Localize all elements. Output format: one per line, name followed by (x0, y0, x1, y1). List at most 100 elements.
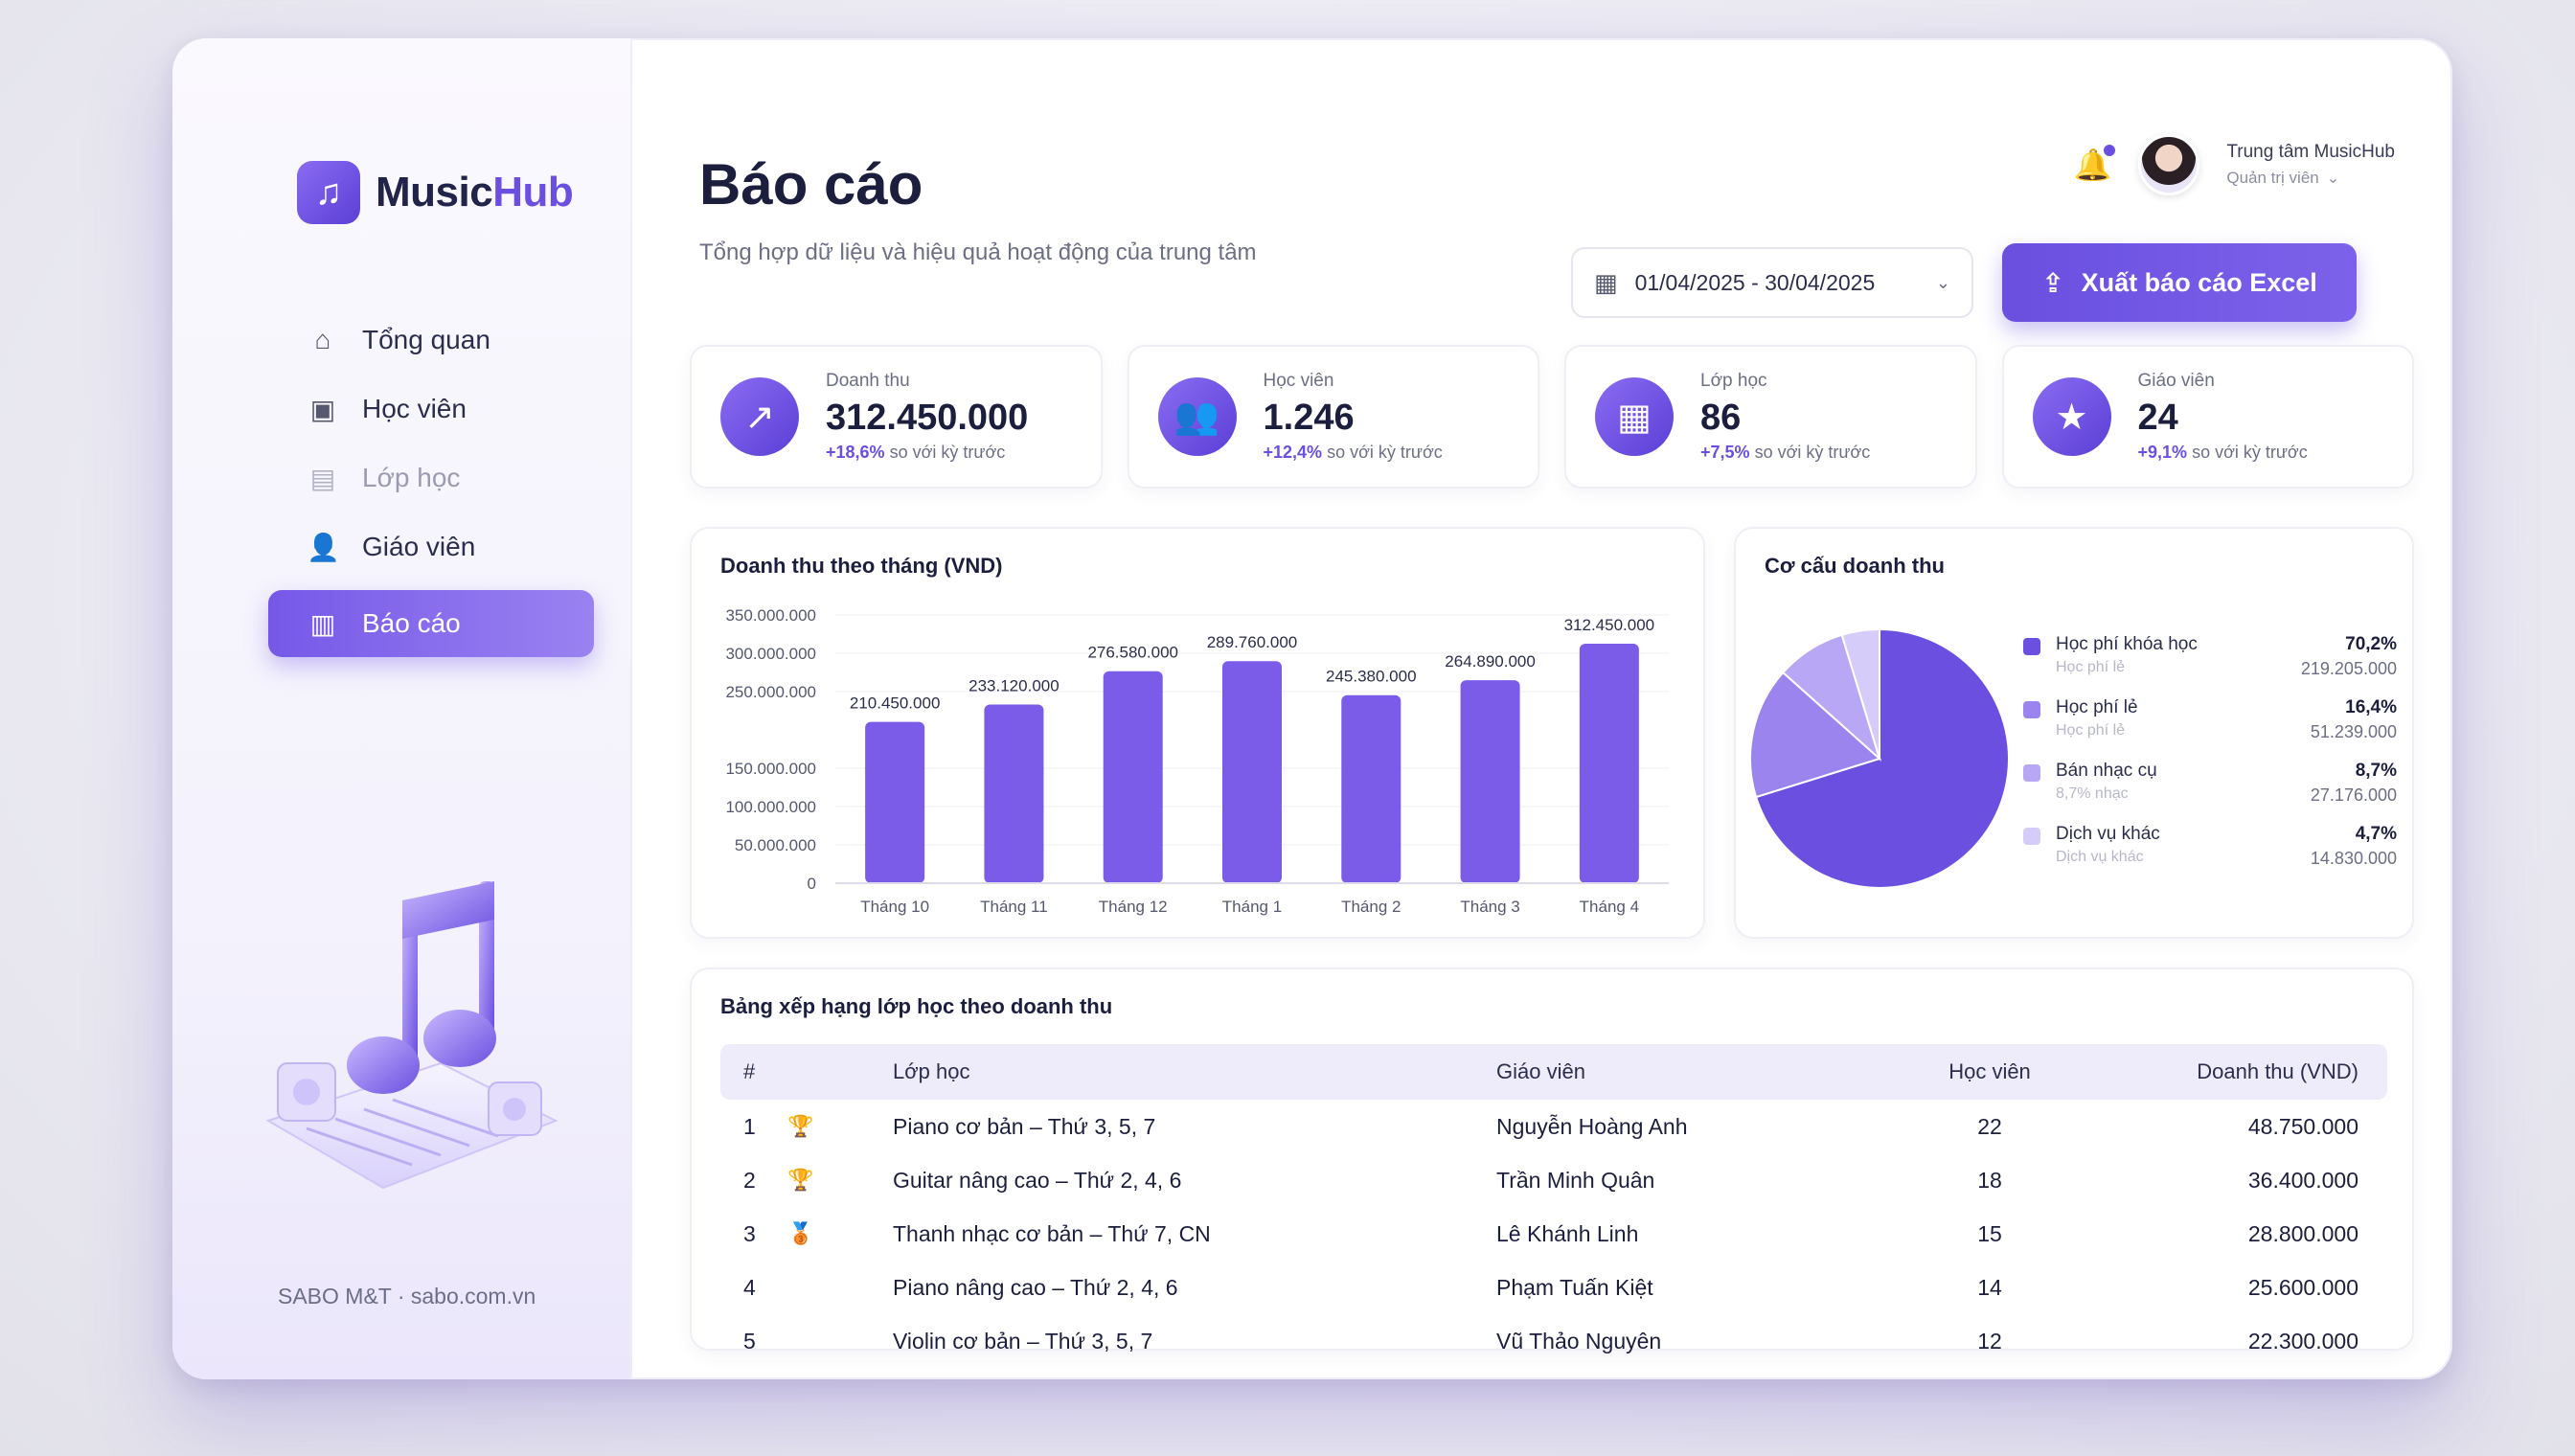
sidebar-nav: ⌂ Tổng quan ▣ Học viên ▤ Lớp học 👤 Giáo … (268, 307, 594, 659)
bell-icon[interactable]: 🔔 (2074, 145, 2116, 183)
kpi-value: 86 (1700, 398, 1742, 438)
legend-pct: 4,7% (2355, 824, 2397, 844)
row-revenue: 28.800.000 (2247, 1220, 2359, 1246)
legend-swatch (2023, 638, 2040, 655)
kpi-delta: +12,4% so với kỳ trước (1263, 443, 1443, 462)
table-row[interactable]: 2 🏆 Guitar nâng cao – Thứ 2, 4, 6 Trần Minh… (720, 1153, 2387, 1207)
date-range-picker[interactable]: ▦ 01/04/2025 - 30/04/2025 ⌄ (1571, 247, 1973, 318)
bar (1222, 661, 1282, 883)
user-role: Quản trị viên ⌄ (2226, 169, 2340, 187)
export-excel-button[interactable]: ⇪ Xuất báo cáo Excel (2002, 243, 2357, 322)
row-teacher: Trần Minh Quân (1496, 1167, 1655, 1193)
sidebar-item-reports[interactable]: ▥ Báo cáo (268, 590, 594, 657)
legend-amount: 14.830.000 (2310, 849, 2397, 868)
y-tick-label: 0 (808, 875, 816, 893)
legend-name: Học phí lẻ (2056, 697, 2138, 717)
pie-slice[interactable] (1749, 671, 1881, 799)
row-students: 22 (1977, 1113, 2002, 1139)
bar (1579, 644, 1639, 883)
legend-sub: Học phí lẻ (2056, 659, 2126, 675)
kpi-label: Doanh thu (826, 371, 910, 391)
table-row[interactable]: 3 🥉 Thanh nhạc cơ bản – Thứ 7, CN Lê Khánh … (720, 1207, 2387, 1261)
bar-value-label: 233.120.000 (968, 677, 1060, 695)
pie-slice[interactable] (1754, 627, 2010, 889)
table-title: Bảng xếp hạng lớp học theo doanh thu (720, 994, 1113, 1018)
ranking-table: # Lớp học Giáo viên Học viên Doanh thu (… (720, 1044, 2387, 1368)
legend-item[interactable]: Học phí lẻ Học phí lẻ 16,4% 51.239.000 (2023, 697, 2397, 761)
table-row[interactable]: 1 🏆 Piano cơ bản – Thứ 3, 5, 7 Nguyễn Hoàng… (720, 1100, 2387, 1153)
legend-item[interactable]: Dịch vụ khác Dịch vụ khác 4,7% 14.830.000 (2023, 824, 2397, 887)
date-range-value: 01/04/2025 - 30/04/2025 (1634, 269, 1876, 295)
table-row[interactable]: 5 Violin cơ bản – Thứ 3, 5, 7 Vũ Thảo Nguy… (720, 1314, 2387, 1368)
chart-title: Doanh thu theo tháng (VND) (720, 554, 1003, 578)
row-teacher: Vũ Thảo Nguyên (1496, 1328, 1662, 1354)
chevron-down-icon: ⌄ (1935, 272, 1950, 292)
col-rank[interactable]: # (743, 1059, 756, 1083)
table-row[interactable]: 4 Piano nâng cao – Thứ 2, 4, 6 Phạm Tuấn K… (720, 1261, 2387, 1314)
students-icon: ▣ (309, 394, 336, 424)
user-name: Trung tâm MusicHub (2226, 142, 2395, 162)
sidebar: ♫ MusicHub ⌂ Tổng quan ▣ Học viên ▤ Lớp … (172, 38, 632, 1379)
row-rank: 1 (743, 1113, 756, 1139)
kpi-card-students: 👥 Học viên 1.246 +12,4% so với kỳ trước (1127, 345, 1539, 489)
legend-sub: Học phí lẻ (2056, 722, 2126, 739)
user-menu[interactable]: Trung tâm MusicHub Quản trị viên ⌄ (2226, 142, 2395, 188)
sidebar-item-students[interactable]: ▣ Học viên (268, 375, 594, 443)
app-window: ♫ MusicHub ⌂ Tổng quan ▣ Học viên ▤ Lớp … (172, 38, 2452, 1379)
bar-value-label: 264.890.000 (1445, 652, 1536, 671)
kpi-label: Học viên (1263, 371, 1334, 391)
bar-value-label: 312.450.000 (1564, 616, 1655, 634)
row-class: Piano cơ bản – Thứ 3, 5, 7 (893, 1113, 1156, 1139)
legend-sub: Dịch vụ khác (2056, 849, 2144, 865)
brand-logo[interactable]: ♫ MusicHub (297, 161, 574, 224)
legend-name: Dịch vụ khác (2056, 824, 2160, 844)
sidebar-item-classes[interactable]: ▤ Lớp học (268, 444, 594, 512)
ranking-table-panel: Bảng xếp hạng lớp học theo doanh thu # L… (690, 967, 2414, 1354)
row-revenue: 48.750.000 (2247, 1113, 2359, 1139)
calendar-icon: ▦ (1594, 267, 1618, 297)
pie-legend: Học phí khóa học Học phí lẻ 70,2% 219.205.0… (2023, 634, 2397, 887)
sidebar-item-overview[interactable]: ⌂ Tổng quan (268, 307, 594, 374)
col-class[interactable]: Lớp học (893, 1059, 970, 1083)
row-revenue: 22.300.000 (2247, 1328, 2359, 1354)
x-tick-label: Tháng 10 (860, 898, 929, 916)
pie-slice[interactable] (1840, 627, 1880, 760)
classroom-icon: ▤ (309, 463, 336, 493)
col-students[interactable]: Học viên (1948, 1059, 2031, 1083)
legend-item[interactable]: Học phí khóa học Học phí lẻ 70,2% 219.205.0… (2023, 634, 2397, 697)
row-students: 12 (1977, 1328, 2002, 1354)
users-icon: 👥 (1157, 377, 1237, 456)
teacher-star-icon: ★ (2032, 377, 2111, 456)
col-revenue[interactable]: Doanh thu (VND) (2197, 1059, 2359, 1083)
legend-amount: 51.239.000 (2310, 722, 2397, 741)
legend-amount: 219.205.000 (2300, 659, 2397, 678)
table-body: 1 🏆 Piano cơ bản – Thứ 3, 5, 7 Nguyễn Hoàng… (720, 1100, 2387, 1368)
legend-pct: 16,4% (2345, 697, 2397, 717)
row-rank: 3 (743, 1220, 756, 1246)
upload-icon: ⇪ (2041, 267, 2064, 298)
bar (865, 721, 925, 883)
kpi-delta: +18,6% so với kỳ trước (826, 443, 1006, 462)
kpi-cards: ↗ Doanh thu 312.450.000 +18,6% so với kỳ… (690, 345, 2414, 489)
chart-title: Cơ cấu doanh thu (1765, 554, 1945, 578)
row-students: 15 (1977, 1220, 2002, 1246)
legend-sub: 8,7% nhạc (2056, 785, 2129, 802)
sidebar-item-teachers[interactable]: 👤 Giáo viên (268, 513, 594, 580)
col-teacher[interactable]: Giáo viên (1496, 1059, 1585, 1083)
y-tick-label: 300.000.000 (725, 645, 816, 663)
table-header: # Lớp học Giáo viên Học viên Doanh thu (… (720, 1044, 2387, 1100)
legend-pct: 70,2% (2345, 634, 2397, 654)
x-tick-label: Tháng 4 (1580, 898, 1639, 916)
kpi-value: 24 (2137, 398, 2178, 438)
legend-item[interactable]: Bán nhạc cụ 8,7% nhạc 8,7% 27.176.000 (2023, 761, 2397, 824)
legend-name: Bán nhạc cụ (2056, 761, 2157, 781)
avatar[interactable] (2138, 134, 2200, 195)
row-rank: 4 (743, 1274, 756, 1300)
row-teacher: Phạm Tuấn Kiệt (1496, 1274, 1653, 1300)
row-rank: 2 (743, 1167, 756, 1193)
row-revenue: 36.400.000 (2247, 1167, 2359, 1193)
bronze-medal-icon: 🥉 (787, 1221, 814, 1245)
row-class: Violin cơ bản – Thứ 3, 5, 7 (893, 1328, 1153, 1354)
row-class: Piano nâng cao – Thứ 2, 4, 6 (893, 1274, 1178, 1300)
bar (1103, 671, 1163, 883)
